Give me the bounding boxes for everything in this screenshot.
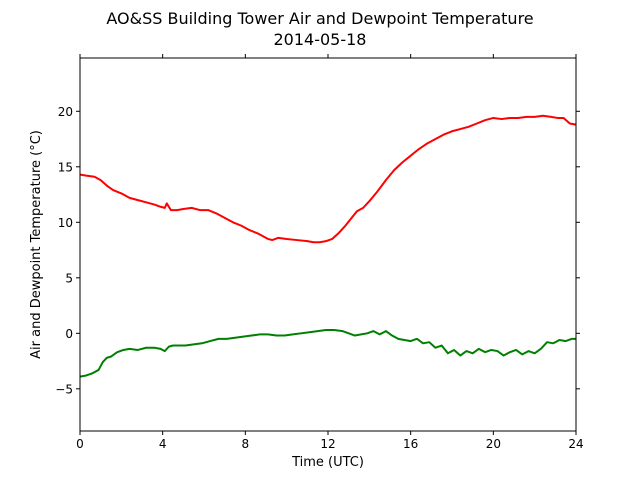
y-tick-label: 5 (65, 271, 73, 285)
axes-frame (79, 57, 577, 432)
y-tick-label: 10 (58, 216, 73, 230)
x-tick-label: 20 (486, 437, 501, 451)
y-tick-label: 15 (58, 160, 73, 174)
x-tick-label: 8 (242, 437, 250, 451)
x-axis: 0 4 8 12 16 20 24 (76, 54, 584, 451)
x-tick-label: 0 (76, 437, 84, 451)
x-tick-label: 4 (159, 437, 167, 451)
chart-subtitle: 2014-05-18 (274, 30, 367, 49)
chart-title: AO&SS Building Tower Air and Dewpoint Te… (106, 9, 533, 28)
y-tick-label: 20 (58, 105, 73, 119)
x-tick-label: 12 (320, 437, 335, 451)
x-axis-label: Time (UTC) (291, 455, 364, 470)
y-tick-label: 0 (65, 327, 73, 341)
y-axis: −5 0 5 10 15 20 (55, 105, 580, 396)
x-tick-label: 16 (403, 437, 418, 451)
series-line-0 (79, 114, 577, 244)
series-line-1 (79, 328, 576, 378)
y-axis-label: Air and Dewpoint Temperature (°C) (29, 130, 44, 359)
x-tick-label: 24 (568, 437, 583, 451)
plot-area (79, 114, 577, 378)
y-tick-label: −5 (55, 382, 73, 396)
